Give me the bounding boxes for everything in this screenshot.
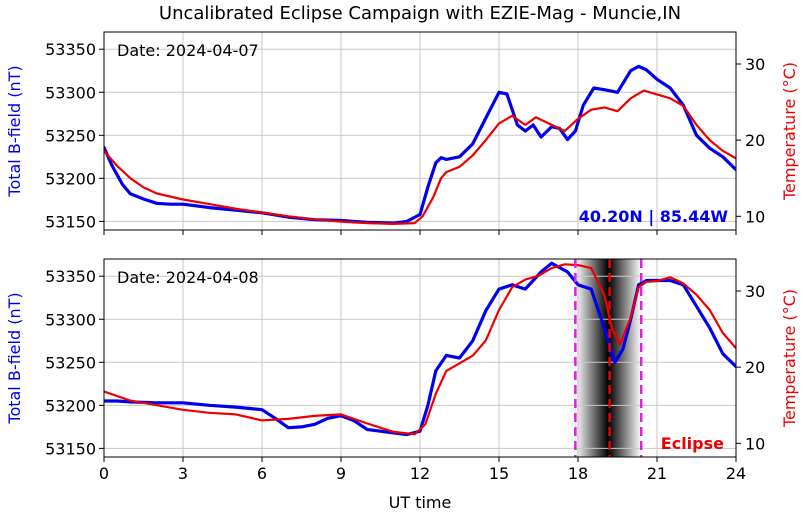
bottom-temperature-series	[104, 263, 736, 436]
bottom-y-tick-label-53250: 53250	[45, 353, 96, 372]
bottom-right-axis-label: Temperature (°C)	[780, 289, 799, 428]
bottom-series	[104, 261, 736, 437]
x-tick-label-6: 6	[257, 464, 267, 483]
top-y-tick-label-53150: 53150	[45, 212, 96, 231]
top-panel: 53150 53200 53250 53300 53350 10 20 30 Date: 20…	[5, 31, 799, 235]
location-annotation: 40.20N | 85.44W	[579, 207, 729, 227]
x-axis-label: UT time	[389, 493, 452, 512]
top-date-label: Date: 2024-04-07	[117, 41, 259, 60]
eclipse-shading	[575, 259, 642, 457]
chart-title: Uncalibrated Eclipse Campaign with EZIE-…	[159, 3, 681, 24]
bottom-y-tick-label-53300: 53300	[45, 310, 96, 329]
x-tick-label-21: 21	[647, 464, 667, 483]
bottom-left-axis-label: Total B-field (nT)	[5, 292, 24, 424]
top-left-axis-label: Total B-field (nT)	[5, 65, 24, 197]
top-gridlines	[104, 32, 736, 230]
bottom-right-tick-label-30: 30	[745, 282, 765, 301]
bottom-axis-ticks: 0 3 6 9 12 15 18 21 24 53150 53200 53250 53300 53350 1…	[45, 267, 765, 483]
bottom-right-tick-label-10: 10	[745, 434, 765, 453]
x-tick-label-24: 24	[726, 464, 746, 483]
bottom-panel: 0 3 6 9 12 15 18 21 24 53150 53200 53250 53300 53350 1…	[5, 258, 799, 512]
top-axis-ticks: 53150 53200 53250 53300 53350 10 20 30	[45, 40, 765, 235]
top-right-axis-label: Temperature (°C)	[780, 62, 799, 201]
eclipse-label: Eclipse	[661, 434, 724, 453]
top-bfield-series	[104, 64, 736, 225]
x-tick-label-3: 3	[178, 464, 188, 483]
x-tick-label-12: 12	[410, 464, 430, 483]
bottom-date-label: Date: 2024-04-08	[117, 268, 259, 287]
bottom-bfield-series	[104, 261, 736, 437]
bottom-y-tick-label-53150: 53150	[45, 439, 96, 458]
bottom-right-tick-label-20: 20	[745, 358, 765, 377]
top-y-tick-label-53250: 53250	[45, 126, 96, 145]
top-temperature-series	[104, 89, 736, 225]
top-y-tick-label-53300: 53300	[45, 83, 96, 102]
x-tick-label-15: 15	[489, 464, 509, 483]
x-tick-label-0: 0	[99, 464, 109, 483]
bottom-y-tick-label-53350: 53350	[45, 267, 96, 286]
top-series	[104, 64, 736, 225]
top-right-tick-label-20: 20	[745, 131, 765, 150]
top-right-tick-label-30: 30	[745, 55, 765, 74]
top-y-tick-label-53200: 53200	[45, 169, 96, 188]
top-right-tick-label-10: 10	[745, 207, 765, 226]
x-tick-label-9: 9	[336, 464, 346, 483]
top-y-tick-label-53350: 53350	[45, 40, 96, 59]
bottom-y-tick-label-53200: 53200	[45, 396, 96, 415]
x-tick-label-18: 18	[568, 464, 588, 483]
